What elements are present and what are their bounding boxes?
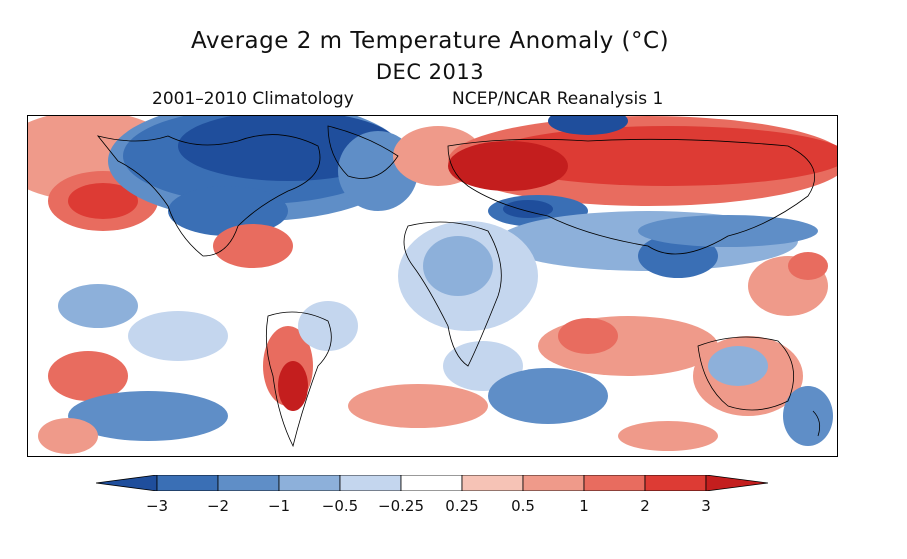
colorbar-tick: 0.5 xyxy=(511,497,535,515)
colorbar-segment xyxy=(156,475,219,491)
colorbar xyxy=(96,475,768,491)
climatology-label: 2001–2010 Climatology xyxy=(152,89,354,109)
colorbar-tick: −3 xyxy=(145,497,169,515)
colorbar-tick: −1 xyxy=(267,497,291,515)
colorbar-segment xyxy=(217,475,280,491)
map-title: Average 2 m Temperature Anomaly (°C) xyxy=(190,28,670,54)
colorbar-tick: −0.25 xyxy=(378,497,424,515)
colorbar-segment xyxy=(705,475,768,491)
coastlines xyxy=(96,125,821,448)
colorbar-tick: −2 xyxy=(206,497,230,515)
colorbar-tick: −0.5 xyxy=(321,497,359,515)
colorbar-segment xyxy=(583,475,646,491)
colorbar-tick: 2 xyxy=(640,497,650,515)
colorbar-segment xyxy=(400,475,463,491)
colorbar-segment xyxy=(644,475,707,491)
anomaly-map xyxy=(27,115,838,457)
anomaly-fields xyxy=(28,116,837,454)
colorbar-tick: 3 xyxy=(701,497,711,515)
colorbar-segment xyxy=(522,475,585,491)
colorbar-segment xyxy=(278,475,341,491)
anomaly-map-graphic xyxy=(28,116,837,454)
colorbar-segment xyxy=(461,475,524,491)
colorbar-segment xyxy=(339,475,402,491)
dataset-label: NCEP/NCAR Reanalysis 1 xyxy=(452,89,664,109)
colorbar-tick: 0.25 xyxy=(445,497,479,515)
colorbar-tick: 1 xyxy=(579,497,589,515)
colorbar-segment xyxy=(96,475,158,491)
map-subtitle: DEC 2013 xyxy=(375,60,485,84)
